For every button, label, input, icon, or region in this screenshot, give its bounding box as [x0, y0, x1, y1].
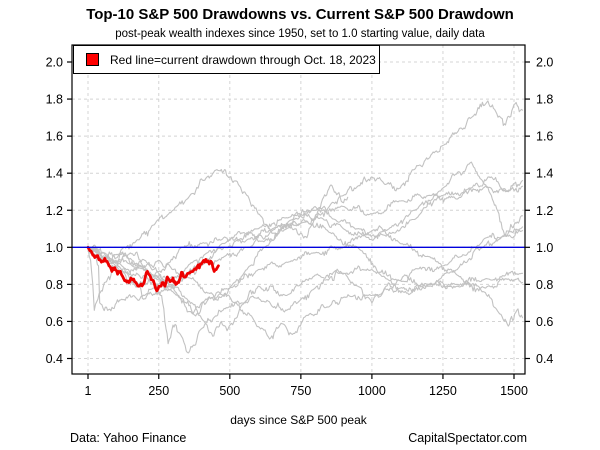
legend-label: Red line=current drawdown through Oct. 1… — [110, 52, 376, 67]
x-axis-label: days since S&P 500 peak — [230, 413, 367, 427]
historical-drawdown-line — [87, 246, 524, 337]
y-tick-label: 1.0 — [536, 241, 553, 255]
x-tick-label: 1 — [85, 384, 92, 398]
y-tick-label: 0.4 — [46, 352, 63, 366]
legend-red-square-icon — [86, 53, 99, 66]
x-tick-label: 1250 — [429, 384, 457, 398]
y-tick-label: 1.8 — [536, 93, 553, 107]
y-tick-label: 0.6 — [46, 315, 63, 329]
series-group — [86, 100, 524, 354]
historical-drawdown-line — [87, 225, 524, 327]
footer-source: Data: Yahoo Finance — [70, 431, 187, 445]
historical-drawdown-line — [87, 100, 524, 301]
y-tick-label: 1.4 — [46, 167, 63, 181]
x-tick-label: 500 — [219, 384, 240, 398]
x-tick-label: 1500 — [500, 384, 528, 398]
legend-box: Red line=current drawdown through Oct. 1… — [73, 45, 380, 74]
y-tick-label: 1.8 — [46, 93, 63, 107]
historical-drawdown-line — [87, 218, 524, 296]
y-tick-label: 0.6 — [536, 315, 553, 329]
y-tick-label: 2.0 — [536, 56, 553, 70]
historical-drawdown-line — [87, 245, 524, 340]
plot-border — [71, 44, 526, 375]
historical-drawdown-line — [87, 226, 524, 354]
y-tick-label: 0.4 — [536, 352, 553, 366]
y-tick-label: 0.8 — [46, 278, 63, 292]
x-tick-label: 1000 — [358, 384, 386, 398]
y-tick-label: 1.2 — [536, 204, 553, 218]
x-tick-label: 750 — [290, 384, 311, 398]
y-tick-label: 1.6 — [46, 130, 63, 144]
y-tick-label: 1.6 — [536, 130, 553, 144]
current-drawdown-line — [86, 245, 220, 293]
y-tick-label: 0.8 — [536, 278, 553, 292]
chart-subtitle: post-peak wealth indexes since 1950, set… — [115, 28, 485, 40]
historical-drawdown-line — [87, 176, 524, 312]
chart-title: Top-10 S&P 500 Drawdowns vs. Current S&P… — [86, 6, 514, 23]
x-tick-label: 250 — [148, 384, 169, 398]
y-tick-label: 2.0 — [46, 56, 63, 70]
footer-site: CapitalSpectator.com — [408, 431, 527, 445]
y-tick-label: 1.2 — [46, 204, 63, 218]
y-tick-label: 1.4 — [536, 167, 553, 181]
y-tick-label: 1.0 — [46, 241, 63, 255]
